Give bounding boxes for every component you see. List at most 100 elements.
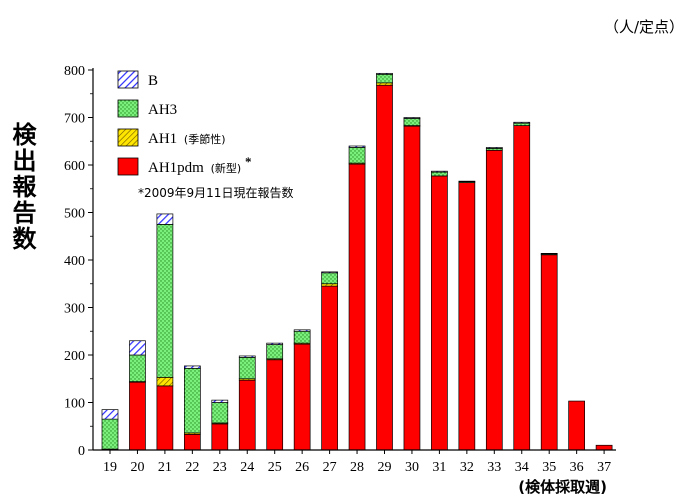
bar-week-31-ah1pdm <box>431 175 448 451</box>
x-tick-label-34: 34 <box>515 460 529 475</box>
legend-footnote: *2009年9月11日現在報告数 <box>138 185 293 200</box>
y-tick-label-0: 0 <box>78 444 85 459</box>
x-tick-label-37: 37 <box>597 460 611 475</box>
bar-week-25-ah3 <box>266 344 284 360</box>
bar-week-27-ah1 <box>321 283 338 287</box>
bar-week-34-ah3 <box>513 122 531 126</box>
x-tick-label-29: 29 <box>378 460 392 475</box>
legend-swatch-ah1 <box>117 128 139 147</box>
x-tick-label-25: 25 <box>268 460 282 475</box>
legend-footnote-mark: * <box>245 154 252 169</box>
bar-week-24-ah1pdm <box>238 379 256 451</box>
bar-week-28-ah3 <box>348 147 366 164</box>
legend-label-ah3: AH3 <box>148 102 177 118</box>
bar-week-28-b <box>348 145 366 148</box>
axes-group: 0 100 200 300 400 500 600 700 800 19 20 21 22 23 24 25 2… <box>64 64 616 475</box>
legend-label-ah1pdm-name: AH1pdm <box>148 160 204 176</box>
bar-week-20-b <box>129 340 146 356</box>
bar-week-29-ah3 <box>376 73 393 84</box>
x-axis-label: (検体採取週) <box>518 478 607 496</box>
legend-label-ah1-note: (季節性) <box>184 132 226 146</box>
y-tick-label-400: 400 <box>64 254 85 269</box>
y-tick-label-100: 100 <box>64 397 85 412</box>
bar-week-24-b <box>238 355 256 358</box>
bar-week-34-b <box>513 121 531 124</box>
bar-week-21-b <box>156 213 174 225</box>
bar-week-32-ah1pdm <box>458 182 476 451</box>
bar-week-34-ah1pdm <box>513 125 531 451</box>
bar-week-31-b <box>431 170 448 173</box>
y-tick-label-300: 300 <box>64 302 85 317</box>
bar-week-21-ah1pdm <box>156 385 174 451</box>
y-tick-label-600: 600 <box>64 159 85 174</box>
bar-week-26-ah3 <box>293 330 311 344</box>
legend-label-ah1pdm: AH1pdm (新型) * <box>148 154 251 176</box>
bar-week-30-b <box>403 117 421 119</box>
bar-week-27-ah1pdm <box>321 285 338 451</box>
bar-week-21-ah3 <box>156 224 174 378</box>
y-tick-label-200: 200 <box>64 349 85 364</box>
bar-week-22-b <box>184 365 201 369</box>
legend: B AH3 AH1 (季節性) AH1pdm (新型) * *2009年9月11… <box>117 70 293 200</box>
bar-week-33-ah1pdm <box>485 149 503 451</box>
bar-week-30-ah1pdm <box>403 125 421 451</box>
x-tick-label-19: 19 <box>103 460 117 475</box>
bar-week-21-ah1 <box>156 376 174 387</box>
bars-group <box>101 72 613 451</box>
bar-week-22-ah1pdm <box>184 433 201 451</box>
bar-week-23-ah1pdm <box>211 423 229 451</box>
bar-week-32-b <box>458 180 476 183</box>
bar-week-26-b <box>293 329 311 332</box>
legend-label-ah1: AH1 (季節性) <box>148 131 226 147</box>
legend-swatch-ah3 <box>117 99 139 118</box>
x-tick-label-35: 35 <box>542 460 556 475</box>
bar-week-26-ah1pdm <box>293 343 311 451</box>
x-tick-label-24: 24 <box>240 460 254 475</box>
legend-label-ah1pdm-note: (新型) <box>211 161 242 175</box>
x-tick-label-31: 31 <box>432 460 446 475</box>
bar-week-36-ah1pdm <box>568 400 586 451</box>
x-tick-label-26: 26 <box>295 460 309 475</box>
bar-week-29-b <box>376 72 393 75</box>
bar-week-33-b <box>485 147 503 149</box>
x-tick-label-33: 33 <box>487 460 501 475</box>
legend-label-ah1-name: AH1 <box>148 131 177 147</box>
y-tick-label-800: 800 <box>64 64 85 79</box>
x-tick-label-36: 36 <box>570 460 584 475</box>
x-tick-label-30: 30 <box>405 460 419 475</box>
bar-week-29-ah1 <box>376 82 393 86</box>
y-tick-label-500: 500 <box>64 207 85 222</box>
x-tick-label-28: 28 <box>350 460 364 475</box>
bar-week-37-ah1pdm <box>595 444 613 451</box>
bar-week-35-ah1pdm <box>540 254 558 451</box>
bar-week-22-ah3 <box>184 367 201 434</box>
x-tick-label-27: 27 <box>323 460 337 475</box>
units-label: （人/定点） <box>604 18 684 36</box>
bar-week-31-ah3 <box>431 171 448 177</box>
bar-week-28-ah1pdm <box>348 163 366 451</box>
bar-week-20-ah1pdm <box>129 381 146 451</box>
bar-week-25-ah1pdm <box>266 359 284 451</box>
bar-week-23-b <box>211 399 229 403</box>
y-axis-label: 検出報告数 <box>8 122 36 252</box>
bar-week-19-ah3 <box>101 418 119 450</box>
legend-swatch-b <box>117 70 139 89</box>
x-tick-label-20: 20 <box>130 460 144 475</box>
legend-label-b: B <box>148 73 158 89</box>
bar-week-23-ah3 <box>211 402 229 424</box>
bar-week-35-b <box>540 253 558 255</box>
x-tick-label-21: 21 <box>158 460 172 475</box>
y-tick-label-700: 700 <box>64 112 85 127</box>
bar-week-27-b <box>321 271 338 274</box>
bar-week-27-ah3 <box>321 272 338 285</box>
bar-week-30-ah3 <box>403 118 421 126</box>
x-tick-label-23: 23 <box>213 460 227 475</box>
bar-week-24-ah3 <box>238 357 256 380</box>
bar-week-19-b <box>101 409 119 420</box>
bar-week-20-ah3 <box>129 354 146 382</box>
bar-week-29-ah1pdm <box>376 84 393 451</box>
x-tick-label-22: 22 <box>185 460 199 475</box>
x-tick-label-32: 32 <box>460 460 474 475</box>
legend-swatch-ah1pdm <box>117 157 139 176</box>
